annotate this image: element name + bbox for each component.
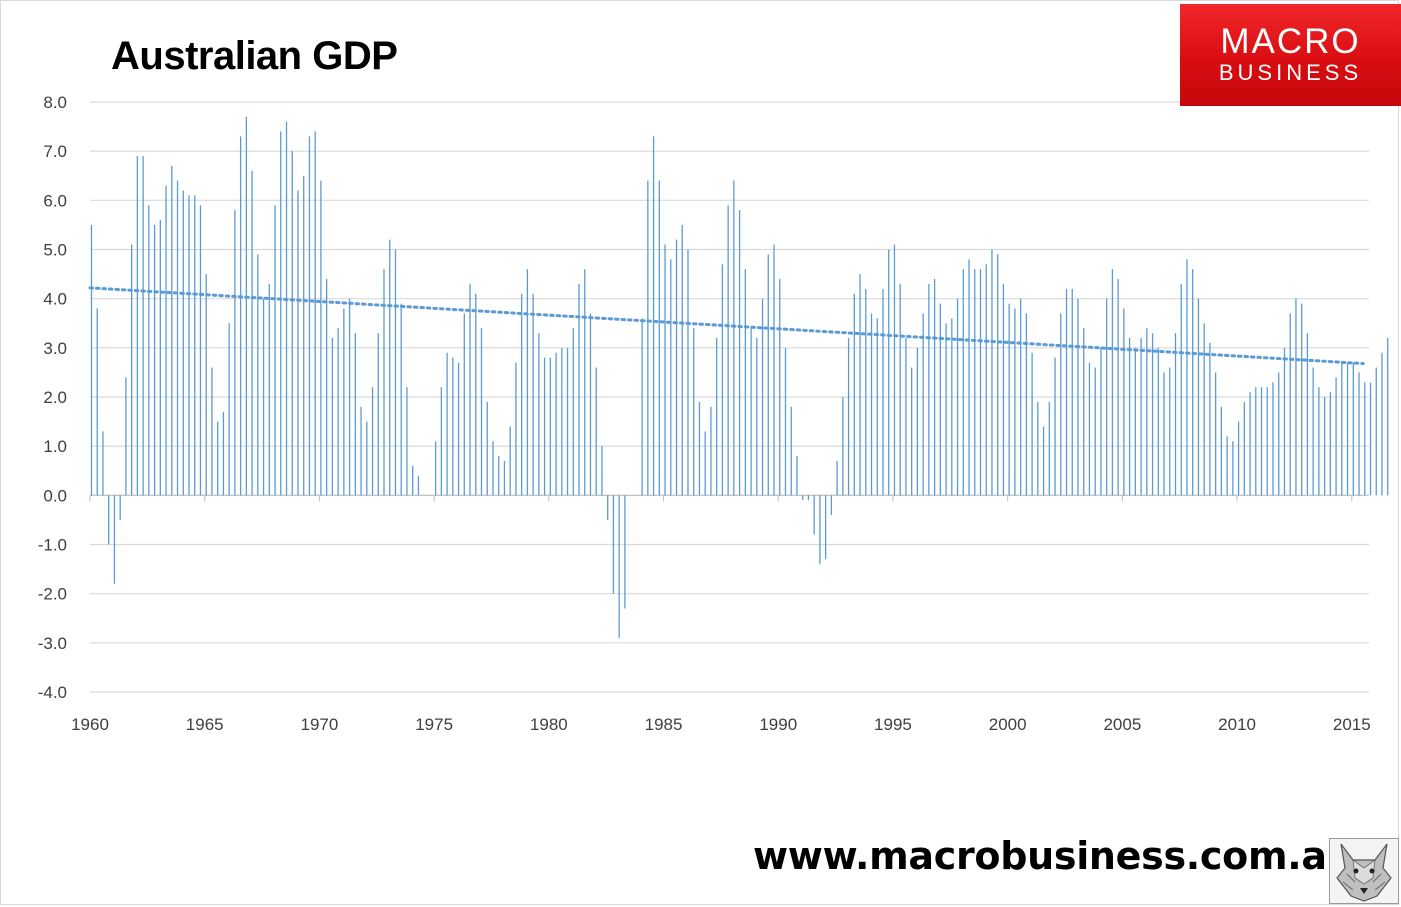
y-tick-label: -1.0 <box>38 536 67 555</box>
trend-line <box>88 286 1365 366</box>
x-axis-ticks: 1960 1965 1970 1975 1980 1985 1990 1995 2000 2005… <box>71 495 1371 734</box>
y-tick-label: 5.0 <box>43 241 67 260</box>
logo-line-2: BUSINESS <box>1218 60 1363 85</box>
gridlines <box>90 101 1369 693</box>
y-tick-label: 3.0 <box>43 339 67 358</box>
x-tick-label: 1985 <box>645 715 683 734</box>
x-tick-label: 1975 <box>415 715 453 734</box>
y-tick-label: -3.0 <box>38 634 67 653</box>
website-url: www.macrobusiness.com.au <box>753 834 1354 878</box>
x-tick-label: 2005 <box>1103 715 1141 734</box>
fox-icon <box>1329 838 1399 904</box>
x-tick-label: 1980 <box>530 715 568 734</box>
x-tick-label: 1990 <box>759 715 797 734</box>
y-tick-label: 8.0 <box>43 93 67 112</box>
y-tick-label: -4.0 <box>38 683 67 702</box>
chart-title: Australian GDP <box>111 34 398 78</box>
y-tick-label: 6.0 <box>43 191 67 210</box>
macro-business-logo: MACRO BUSINESS <box>1180 4 1401 106</box>
logo-line-1: MACRO <box>1220 22 1361 61</box>
x-tick-label: 1970 <box>301 715 339 734</box>
y-tick-label: -2.0 <box>38 585 67 604</box>
bar-series <box>90 116 1389 638</box>
y-tick-label: 7.0 <box>43 142 67 161</box>
x-tick-label: 2010 <box>1218 715 1256 734</box>
x-tick-label: 2015 <box>1333 715 1371 734</box>
y-tick-label: 4.0 <box>43 290 67 309</box>
x-tick-label: 2000 <box>989 715 1027 734</box>
y-tick-label: 2.0 <box>43 388 67 407</box>
x-tick-label: 1965 <box>186 715 224 734</box>
y-axis-ticks: 8.0 7.0 6.0 5.0 4.0 3.0 2.0 1.0 0.0 -1.0 -2.0 -3.0 -… <box>38 93 67 702</box>
x-tick-label: 1960 <box>71 715 109 734</box>
x-tick-label: 1995 <box>874 715 912 734</box>
y-tick-label: 1.0 <box>43 437 67 456</box>
y-tick-label: 0.0 <box>43 486 67 505</box>
